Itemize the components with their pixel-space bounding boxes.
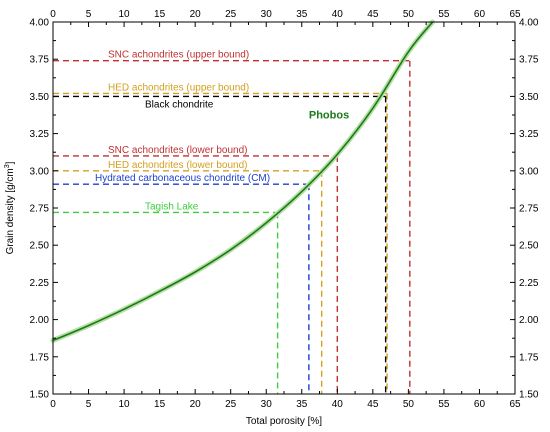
x-tick-label-top: 5 — [86, 9, 92, 20]
x-tick-label-bottom: 10 — [119, 399, 131, 410]
reference-lines — [53, 59, 411, 394]
x-tick-label-top: 25 — [225, 9, 237, 20]
x-tick-label-bottom: 55 — [438, 399, 450, 410]
x-tick-label-top: 20 — [190, 9, 202, 20]
y-tick-label-right: 1.50 — [519, 390, 539, 401]
x-tick-label-top: 65 — [509, 9, 521, 20]
reference-label: HED achondrites (upper bound) — [108, 82, 249, 93]
phobos-curve — [52, 21, 434, 342]
reference-label: Black chondrite — [145, 99, 214, 110]
x-tick-label-bottom: 15 — [154, 399, 166, 410]
y-tick-label-left: 2.50 — [30, 241, 50, 252]
reference-label: SNC achondrites (upper bound) — [108, 50, 249, 61]
y-tick-label-right: 2.00 — [519, 315, 539, 326]
reference-label: HED achondrites (lower bound) — [108, 160, 248, 171]
y-tick-label-left: 2.25 — [30, 278, 50, 289]
y-tick-label-left: 1.50 — [30, 390, 50, 401]
x-tick-label-top: 15 — [154, 9, 166, 20]
y-tick-label-right: 1.75 — [519, 352, 539, 363]
x-tick-label-bottom: 0 — [50, 399, 56, 410]
y-tick-label-right: 3.25 — [519, 129, 539, 140]
reference-label: SNC achondrites (lower bound) — [108, 145, 248, 156]
x-axis-title: Total porosity [%] — [246, 416, 322, 427]
x-tick-label-bottom: 35 — [296, 399, 308, 410]
y-tick-label-left: 1.75 — [30, 352, 50, 363]
y-axis-title: Grain density [g/cm3] — [4, 161, 16, 254]
x-tick-label-bottom: 50 — [403, 399, 415, 410]
axis-ticks: 0055101015152020252530303535404045455050… — [30, 9, 539, 410]
x-tick-label-bottom: 5 — [86, 399, 92, 410]
x-tick-label-bottom: 30 — [261, 399, 273, 410]
x-tick-label-top: 60 — [474, 9, 486, 20]
x-tick-label-bottom: 60 — [474, 399, 486, 410]
x-tick-label-bottom: 20 — [190, 399, 202, 410]
y-tick-label-left: 3.00 — [30, 166, 50, 177]
x-tick-label-top: 45 — [367, 9, 379, 20]
y-tick-label-left: 3.25 — [30, 129, 50, 140]
y-tick-label-left: 2.75 — [30, 204, 50, 215]
x-tick-label-bottom: 45 — [367, 399, 379, 410]
x-tick-label-top: 35 — [296, 9, 308, 20]
x-tick-label-top: 40 — [332, 9, 344, 20]
y-tick-label-right: 2.25 — [519, 278, 539, 289]
y-tick-label-right: 3.00 — [519, 166, 539, 177]
x-tick-label-top: 50 — [403, 9, 415, 20]
reference-labels: SNC achondrites (upper bound) HED achondr… — [95, 50, 270, 213]
y-tick-label-right: 3.75 — [519, 55, 539, 66]
y-tick-label-left: 4.00 — [30, 18, 50, 29]
y-axis-title-main: Grain density [g/cm — [5, 168, 16, 254]
x-tick-label-bottom: 40 — [332, 399, 344, 410]
phobos-curve-layer: Phobos — [50, 19, 436, 343]
y-axis-title-end: ] — [5, 161, 16, 164]
x-tick-label-bottom: 65 — [509, 399, 521, 410]
y-tick-label-left: 3.75 — [30, 55, 50, 66]
phobos-label: Phobos — [309, 110, 349, 122]
y-tick-label-right: 2.75 — [519, 204, 539, 215]
y-tick-label-right: 4.00 — [519, 18, 539, 29]
y-axis-title-sup: 3 — [4, 164, 11, 168]
x-tick-label-bottom: 25 — [225, 399, 237, 410]
y-tick-label-right: 2.50 — [519, 241, 539, 252]
reference-label: Hydrated carbonaceous chondrite (CM) — [95, 173, 270, 184]
y-tick-label-left: 2.00 — [30, 315, 50, 326]
reference-label: Tagish Lake — [145, 201, 199, 212]
y-tick-label-left: 3.50 — [30, 92, 50, 103]
x-tick-label-top: 10 — [119, 9, 131, 20]
x-tick-label-top: 30 — [261, 9, 273, 20]
x-tick-label-top: 55 — [438, 9, 450, 20]
x-tick-label-top: 0 — [50, 9, 56, 20]
y-tick-label-right: 3.50 — [519, 92, 539, 103]
